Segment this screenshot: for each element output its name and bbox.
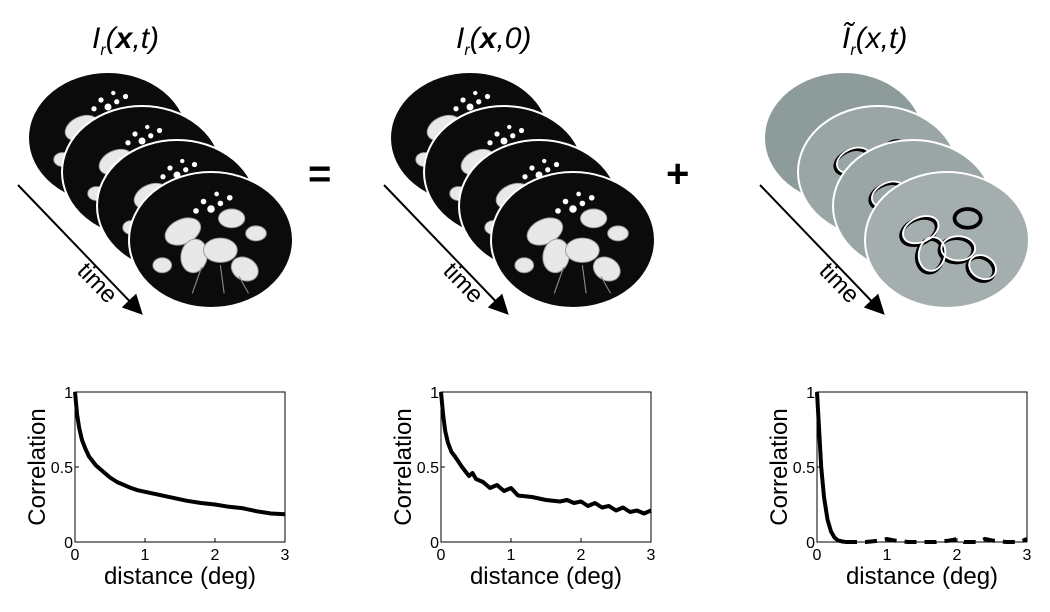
plus-operator: + bbox=[666, 152, 690, 196]
title-var: x bbox=[115, 22, 133, 55]
y-tick-label: 0 bbox=[64, 535, 73, 552]
y-tick-label: 0.5 bbox=[793, 460, 815, 477]
x-tick-label: 2 bbox=[211, 547, 220, 564]
stack-dynamic: time bbox=[759, 71, 1030, 315]
title-args: (x,t) bbox=[855, 22, 908, 55]
y-tick-label: 0.5 bbox=[417, 460, 439, 477]
x-axis-label: distance (deg) bbox=[104, 563, 256, 590]
series-line bbox=[439, 391, 652, 516]
plot-frame bbox=[816, 391, 1028, 543]
x-axis-label: distance (deg) bbox=[846, 563, 998, 590]
title-sub: r bbox=[464, 42, 470, 59]
title-open: ( bbox=[469, 22, 480, 55]
time-arrow bbox=[759, 184, 885, 315]
series-line bbox=[815, 391, 846, 544]
title-dynamic: Ĩr(x,t) bbox=[842, 22, 907, 60]
x-tick-label: 3 bbox=[1023, 547, 1032, 564]
x-tick-label: 0 bbox=[813, 547, 822, 564]
y-axis-label: Correlation bbox=[390, 408, 417, 525]
x-tick-label: 2 bbox=[953, 547, 962, 564]
title-close: ,t) bbox=[132, 22, 160, 55]
series-line bbox=[73, 391, 286, 517]
time-arrow bbox=[383, 184, 509, 315]
x-axis-label: distance (deg) bbox=[470, 563, 622, 590]
x-tick-label: 1 bbox=[507, 547, 516, 564]
title-var: x bbox=[479, 22, 497, 55]
x-tick-label: 0 bbox=[437, 547, 446, 564]
stack-static: time bbox=[383, 71, 656, 315]
frame bbox=[128, 171, 294, 309]
title-main: Ĩ bbox=[842, 22, 851, 55]
time-label: time bbox=[814, 257, 865, 308]
x-tick-label: 1 bbox=[141, 547, 150, 564]
plot-frame bbox=[74, 391, 286, 543]
x-tick-label: 0 bbox=[71, 547, 80, 564]
title-full: Ir(x,t) bbox=[92, 22, 159, 60]
title-static: Ir(x,0) bbox=[456, 22, 531, 60]
y-tick-label: 0.5 bbox=[51, 460, 73, 477]
title-close: ,0) bbox=[496, 22, 532, 55]
stack-full: time bbox=[17, 71, 294, 315]
title-main: I bbox=[92, 22, 101, 55]
y-tick-label: 1 bbox=[430, 385, 439, 402]
time-arrow bbox=[17, 184, 143, 315]
x-tick-label: 2 bbox=[577, 547, 586, 564]
equals-operator: = bbox=[308, 152, 332, 196]
title-open: ( bbox=[105, 22, 116, 55]
y-axis-label: Correlation bbox=[766, 408, 793, 525]
x-tick-label: 3 bbox=[647, 547, 656, 564]
x-tick-label: 3 bbox=[281, 547, 290, 564]
title-main: I bbox=[456, 22, 465, 55]
x-tick-label: 1 bbox=[883, 547, 892, 564]
y-tick-label: 1 bbox=[806, 385, 815, 402]
frame bbox=[490, 171, 656, 309]
plot-frame bbox=[440, 391, 652, 543]
y-tick-label: 0 bbox=[806, 535, 815, 552]
title-sub: r bbox=[100, 42, 106, 59]
time-label: time bbox=[438, 257, 489, 308]
frame bbox=[864, 171, 1030, 309]
y-tick-label: 0 bbox=[430, 535, 439, 552]
y-axis-label: Correlation bbox=[24, 408, 51, 525]
title-sub: r bbox=[850, 42, 856, 59]
series-line-dashed bbox=[845, 536, 1028, 544]
y-tick-label: 1 bbox=[64, 385, 73, 402]
time-label: time bbox=[72, 257, 123, 308]
